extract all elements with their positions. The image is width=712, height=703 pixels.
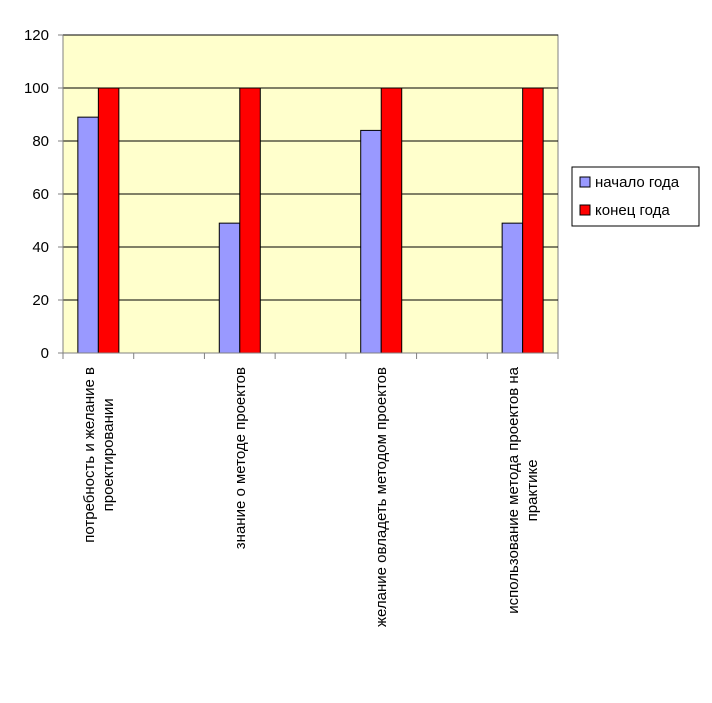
x-tick-labels: потребность и желание в проектировании зна… <box>81 366 541 627</box>
legend-swatch-start-of-year <box>579 176 591 188</box>
legend-box <box>571 166 700 227</box>
y-tick-label: 120 <box>24 27 49 44</box>
bar-start-of-year <box>77 116 99 354</box>
y-tick-label: 60 <box>32 186 49 203</box>
y-tick-label: 20 <box>32 292 49 309</box>
x-tick-label: потребность и желание в <box>81 367 98 543</box>
bar-end-of-year <box>239 87 261 354</box>
x-tick-label: использование метода проектов на <box>505 366 522 613</box>
bar-end-of-year <box>522 87 544 354</box>
bars <box>77 87 544 354</box>
x-tick-label: знание о методе проектов <box>232 367 249 549</box>
y-tick-label: 40 <box>32 239 49 256</box>
legend: начало года конец года <box>571 166 700 227</box>
x-tick-label: практике <box>524 459 541 521</box>
bar-end-of-year <box>97 87 120 354</box>
y-tick-label: 100 <box>24 80 49 97</box>
bar-end-of-year <box>380 87 403 354</box>
x-tick-label: желание овладеть методом проектов <box>373 367 390 627</box>
legend-label-end-of-year: конец года <box>595 202 670 219</box>
y-tick-label: 80 <box>32 133 49 150</box>
bar-start-of-year <box>501 222 524 354</box>
axes <box>58 34 559 359</box>
legend-swatch-end-of-year <box>579 204 591 216</box>
legend-label-start-of-year: начало года <box>595 174 680 191</box>
y-tick-labels: 0 20 40 60 80 100 120 <box>24 27 49 362</box>
bar-start-of-year <box>360 129 382 354</box>
bar-start-of-year <box>218 222 241 354</box>
gridlines <box>63 34 558 301</box>
x-tick-label: проектировании <box>100 398 117 511</box>
y-tick-label: 0 <box>41 345 49 362</box>
